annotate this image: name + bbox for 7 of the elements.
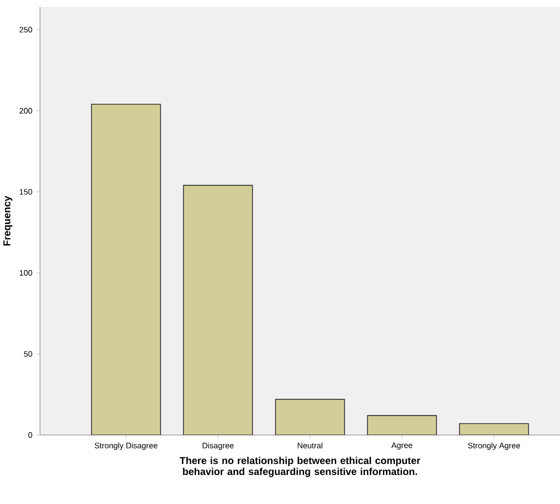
bar <box>91 104 161 435</box>
bar <box>275 398 345 435</box>
x-axis-title: There is no relationship between ethical computer behavior and safeguarding sensitive information. <box>180 456 420 478</box>
bar <box>459 423 529 435</box>
y-axis-title: Frequency <box>3 196 12 246</box>
bar <box>183 184 253 435</box>
bar <box>367 415 437 435</box>
